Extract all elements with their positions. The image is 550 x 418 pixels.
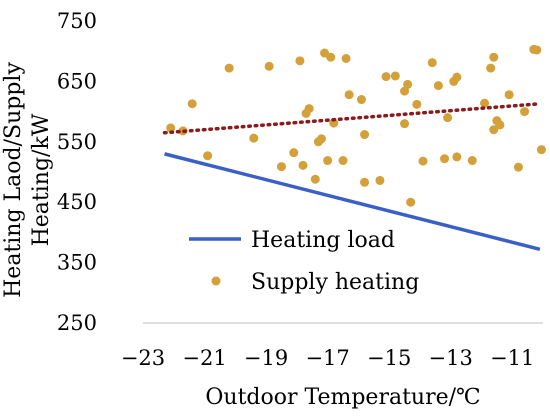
supply-heating-point: [326, 52, 336, 62]
supply-heating-point: [344, 90, 354, 100]
plot-area: [162, 44, 546, 252]
supply-heating-point: [310, 174, 320, 184]
supply-heating-point: [520, 107, 530, 117]
y-tick-label: 650: [57, 69, 97, 93]
supply-heating-point: [224, 63, 234, 73]
y-tick-label: 350: [57, 251, 97, 275]
supply-heating-point: [166, 123, 176, 133]
supply-heating-point: [375, 175, 385, 185]
supply-heating-point: [295, 56, 305, 66]
supply-heating-point: [187, 99, 197, 109]
x-tick-label: −11: [490, 346, 534, 370]
supply-heating-point: [356, 95, 366, 105]
supply-heating-point: [316, 134, 326, 144]
x-tick-label: −17: [305, 346, 349, 370]
supply-heating-point: [412, 99, 422, 109]
supply-heating-point: [264, 61, 274, 71]
supply-heating-point: [480, 98, 490, 108]
supply-heating-point: [338, 156, 348, 166]
legend: Heating load Supply heating: [189, 228, 419, 295]
supply-heating-point: [489, 125, 499, 135]
supply-heating-point: [400, 119, 410, 129]
legend-dot-swatch: [211, 276, 221, 286]
supply-heating-point: [504, 90, 514, 100]
x-tick-labels: −23 −21 −19 −17 −15 −13 −11: [121, 346, 535, 370]
supply-heating-point: [329, 118, 339, 128]
supply-heating-point: [427, 58, 437, 68]
supply-heating-point: [452, 72, 462, 82]
supply-heating-point: [360, 177, 370, 187]
legend-item-heating-load: Heating load: [189, 228, 395, 253]
supply-heating-point: [452, 152, 462, 162]
supply-heating-point: [360, 130, 370, 140]
supply-heating-point: [203, 151, 213, 161]
supply-heating-point: [440, 154, 450, 164]
supply-heating-point: [536, 145, 546, 155]
legend-label-supply-heating: Supply heating: [251, 270, 419, 295]
supply-heating-point: [486, 63, 496, 73]
supply-heating-point: [323, 156, 333, 166]
supply-heating-point: [304, 104, 314, 114]
supply-heating-point: [418, 156, 428, 166]
supply-heating-point: [341, 53, 351, 63]
supply-heating-point: [467, 156, 477, 166]
legend-label-heating-load: Heating load: [251, 228, 395, 253]
supply-heating-point: [381, 72, 391, 82]
x-tick-label: −21: [182, 346, 226, 370]
x-tick-label: −19: [244, 346, 288, 370]
supply-heating-point: [249, 133, 259, 143]
y-tick-label: 750: [57, 9, 97, 33]
y-axis-title: Heating Laod/Supply Heating/kW: [1, 62, 54, 298]
supply-heating-point: [276, 162, 286, 172]
y-tick-label: 550: [57, 130, 97, 154]
y-axis-title-line-1: Heating Laod/Supply: [1, 62, 26, 298]
x-tick-label: −23: [121, 346, 165, 370]
y-tick-labels: 250 350 450 550 650 750: [57, 9, 97, 335]
x-axis-title: Outdoor Temperature/℃: [205, 385, 480, 410]
supply-heating-point: [532, 45, 542, 55]
supply-heating-point: [390, 71, 400, 81]
supply-heating-point: [289, 148, 299, 158]
supply-heating-point: [489, 52, 499, 62]
heating-load-line: [164, 152, 541, 252]
y-axis-title-line-2: Heating/kW: [29, 113, 54, 246]
supply-heating-point: [443, 113, 453, 123]
supply-heating-point: [406, 197, 416, 207]
supply-heating-point: [513, 162, 523, 172]
supply-heating-point: [298, 160, 308, 170]
x-tick-label: −15: [367, 346, 411, 370]
y-tick-label: 250: [57, 311, 97, 335]
x-tick-label: −13: [429, 346, 473, 370]
supply-heating-point: [433, 81, 443, 91]
supply-heating-point: [403, 79, 413, 89]
supply-heating-trendline: [162, 101, 542, 135]
y-tick-label: 450: [57, 190, 97, 214]
supply-heating-point: [495, 120, 505, 130]
legend-item-supply-heating: Supply heating: [211, 270, 419, 295]
